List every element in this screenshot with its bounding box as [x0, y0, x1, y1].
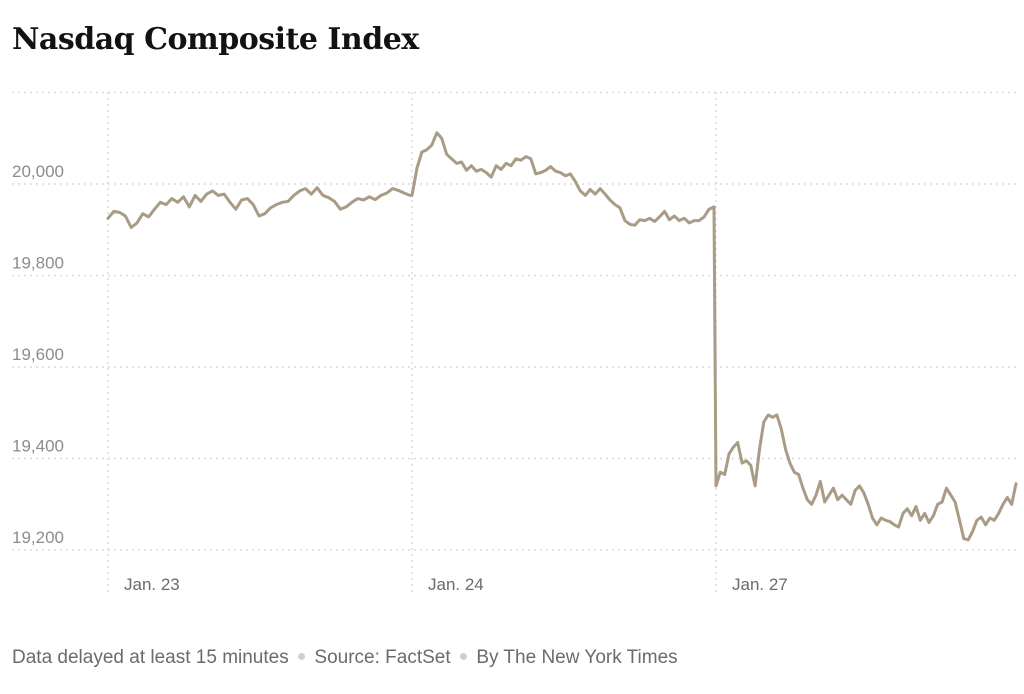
- y-tick-label-bg: [8, 434, 78, 457]
- y-tick-label-bg: [8, 526, 78, 548]
- y-tick-label-bg: [8, 343, 78, 365]
- x-grid: [107, 92, 717, 596]
- x-tick-label: Jan. 27: [732, 575, 788, 594]
- separator-dot: ●: [296, 648, 307, 665]
- series: [106, 131, 1018, 542]
- y-tick-label: 20,000: [12, 162, 64, 181]
- y-tick-label-bg: [8, 160, 78, 182]
- credit-note: By The New York Times: [476, 647, 678, 668]
- nasdaq-series-line: [106, 131, 1018, 542]
- y-tick-label: 19,600: [12, 345, 64, 364]
- y-tick-label: 19,200: [12, 528, 64, 547]
- y-axis: 19,200 19,400 19,600 19,800 20,000: [8, 160, 78, 548]
- source-note: Source: FactSet: [314, 647, 451, 668]
- x-tick-label: Jan. 23: [124, 575, 180, 594]
- y-tick-label: 19,800: [12, 254, 64, 273]
- y-tick-label: 19,400: [12, 437, 64, 456]
- x-axis: Jan. 23 Jan. 24 Jan. 27: [124, 575, 788, 594]
- x-tick-label: Jan. 24: [428, 575, 484, 594]
- chart-footer: Data delayed at least 15 minutes ● Source:…: [12, 647, 678, 669]
- separator-dot: ●: [458, 648, 469, 665]
- delay-note: Data delayed at least 15 minutes: [12, 647, 289, 668]
- y-tick-label-bg: [8, 251, 78, 274]
- chart-title: Nasdaq Composite Index: [12, 22, 419, 57]
